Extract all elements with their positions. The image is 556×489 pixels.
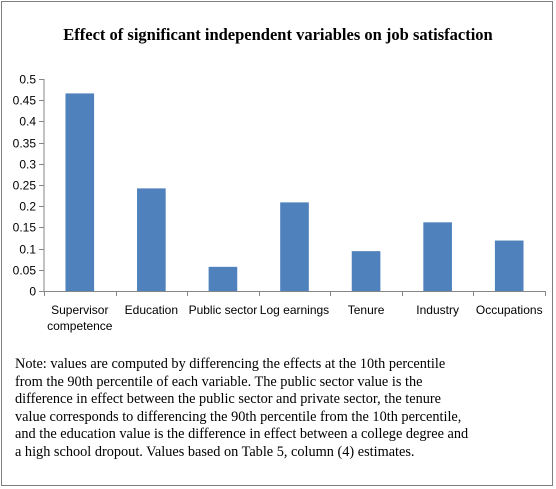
y-tick-label: 0.15 bbox=[13, 221, 37, 235]
bar bbox=[494, 240, 524, 291]
y-tick-label: 0.45 bbox=[13, 94, 37, 108]
x-tick-label: Log earnings bbox=[260, 303, 329, 317]
x-tick-label: Supervisor competence bbox=[47, 303, 113, 333]
y-tick-label: 0.3 bbox=[19, 158, 36, 172]
y-tick-label: 0.35 bbox=[13, 137, 37, 151]
y-tick-label: 0.1 bbox=[19, 243, 36, 257]
bar bbox=[351, 251, 381, 291]
bars bbox=[65, 93, 524, 291]
bar bbox=[423, 222, 452, 291]
y-tick-label: 0.4 bbox=[19, 115, 36, 129]
x-axis: Supervisor competence Education Public sect… bbox=[44, 291, 546, 333]
chart-title: Effect of significant independent variab… bbox=[63, 25, 492, 44]
x-tick-label: Public sector bbox=[189, 303, 258, 317]
x-tick-label: Industry bbox=[416, 303, 459, 317]
y-tick-label: 0.5 bbox=[19, 73, 36, 87]
bar bbox=[280, 202, 309, 291]
y-tick-label: 0.05 bbox=[13, 264, 37, 278]
y-axis: 0 0.05 0.1 0.15 0.2 0.25 0.3 0.35 0.4 0.45 0.5 bbox=[13, 73, 45, 299]
y-tick-label: 0.2 bbox=[19, 200, 36, 214]
x-tick-label: Education bbox=[125, 303, 178, 317]
bar bbox=[208, 266, 238, 291]
chart-note: Note: values are computed by differencin… bbox=[15, 356, 469, 460]
x-tick-label: Tenure bbox=[348, 303, 385, 317]
y-tick-label: 0.25 bbox=[13, 179, 37, 193]
bar bbox=[65, 93, 95, 291]
bar-chart: Effect of significant independent variab… bbox=[13, 25, 546, 333]
x-tick-label: Occupations bbox=[476, 303, 543, 317]
y-tick-label: 0 bbox=[29, 285, 36, 299]
bar bbox=[137, 188, 166, 291]
